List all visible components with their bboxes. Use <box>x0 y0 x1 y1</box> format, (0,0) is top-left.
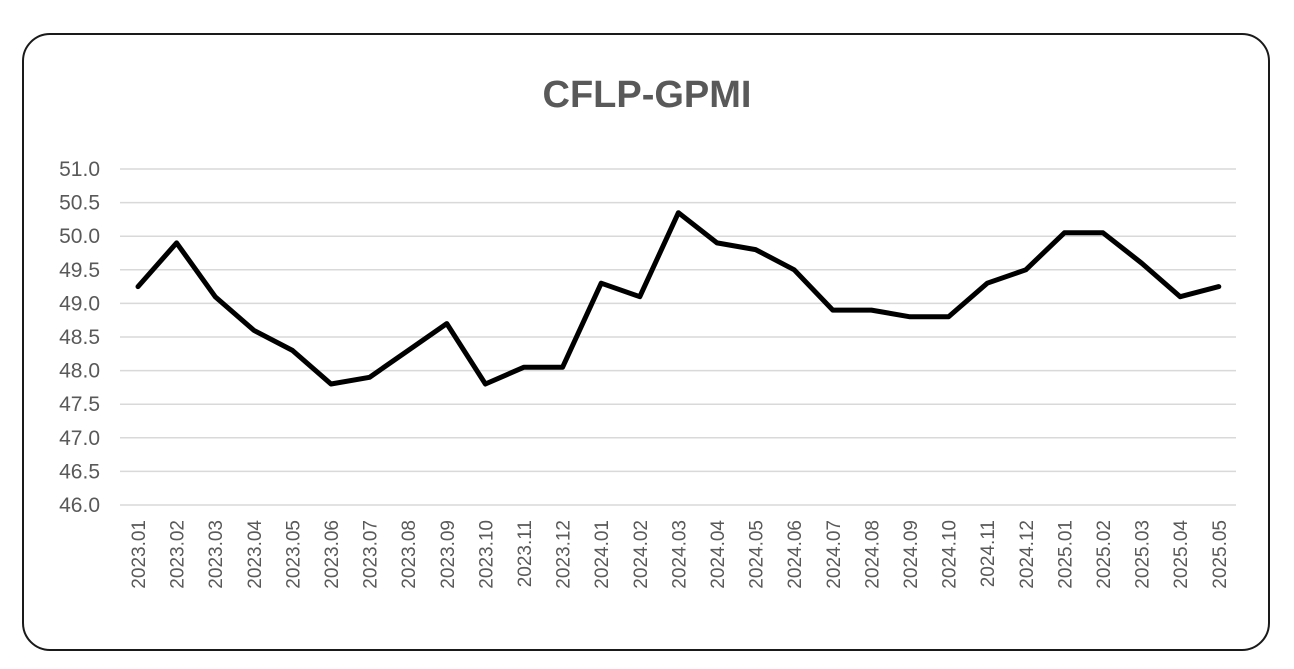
x-tick-label: 2023.12 <box>554 520 575 589</box>
y-tick-label: 48.0 <box>59 360 100 383</box>
x-tick-label: 2024.05 <box>747 520 768 589</box>
x-tick-label: 2024.03 <box>669 520 690 589</box>
x-tick-label: 2024.02 <box>631 520 652 589</box>
x-tick-label: 2025.01 <box>1055 520 1076 589</box>
y-tick-label: 48.5 <box>59 326 100 349</box>
gridlines <box>120 168 1236 506</box>
series-points <box>137 212 1219 385</box>
x-tick-label: 2023.09 <box>438 520 459 589</box>
chart-title: CFLP-GPMI <box>543 74 752 116</box>
y-tick-label: 47.0 <box>59 427 100 450</box>
x-tick-label: 2025.05 <box>1210 520 1231 589</box>
x-tick-label: 2024.10 <box>940 520 961 589</box>
y-tick-label: 49.5 <box>59 259 100 282</box>
y-tick-label: 49.0 <box>59 292 100 315</box>
x-tick-label: 2023.11 <box>515 520 536 587</box>
y-tick-label: 51.0 <box>59 158 100 181</box>
y-tick-label: 47.5 <box>59 393 100 416</box>
x-tick-label: 2023.04 <box>245 520 266 589</box>
x-tick-label: 2024.09 <box>901 520 922 589</box>
x-tick-label: 2024.08 <box>862 520 883 589</box>
x-tick-label: 2024.12 <box>1017 520 1038 589</box>
x-tick-label: 2023.10 <box>476 520 497 589</box>
x-tick-label: 2023.08 <box>399 520 420 589</box>
y-tick-label: 50.5 <box>59 192 100 215</box>
x-axis-ticks: 2023.01 2023.02 2023.03 2023.04 2023.05 2023.… <box>129 520 1231 589</box>
x-tick-label: 2023.05 <box>283 520 304 589</box>
x-tick-label: 2023.03 <box>206 520 227 589</box>
x-tick-label: 2024.07 <box>824 520 845 589</box>
x-tick-label: 2025.02 <box>1094 520 1115 589</box>
chart-frame <box>22 33 1270 651</box>
x-tick-label: 2024.11 <box>978 520 999 587</box>
x-tick-label: 2023.06 <box>322 520 343 589</box>
x-tick-label: 2025.04 <box>1171 520 1192 589</box>
y-axis-ticks: 46.0 46.5 47.0 47.5 48.0 48.5 49.0 49.5 50.0 50.5… <box>59 158 100 517</box>
y-tick-label: 46.0 <box>59 494 100 517</box>
x-tick-label: 2025.03 <box>1133 520 1154 589</box>
series-line <box>135 210 1222 387</box>
x-tick-label: 2024.06 <box>785 520 806 589</box>
x-tick-label: 2024.04 <box>708 520 729 589</box>
y-tick-label: 46.5 <box>59 460 100 483</box>
x-tick-label: 2023.02 <box>168 520 189 589</box>
x-tick-label: 2024.01 <box>592 520 613 589</box>
y-tick-label: 50.0 <box>59 225 100 248</box>
x-tick-label: 2023.01 <box>129 520 150 589</box>
x-tick-label: 2023.07 <box>361 520 382 589</box>
